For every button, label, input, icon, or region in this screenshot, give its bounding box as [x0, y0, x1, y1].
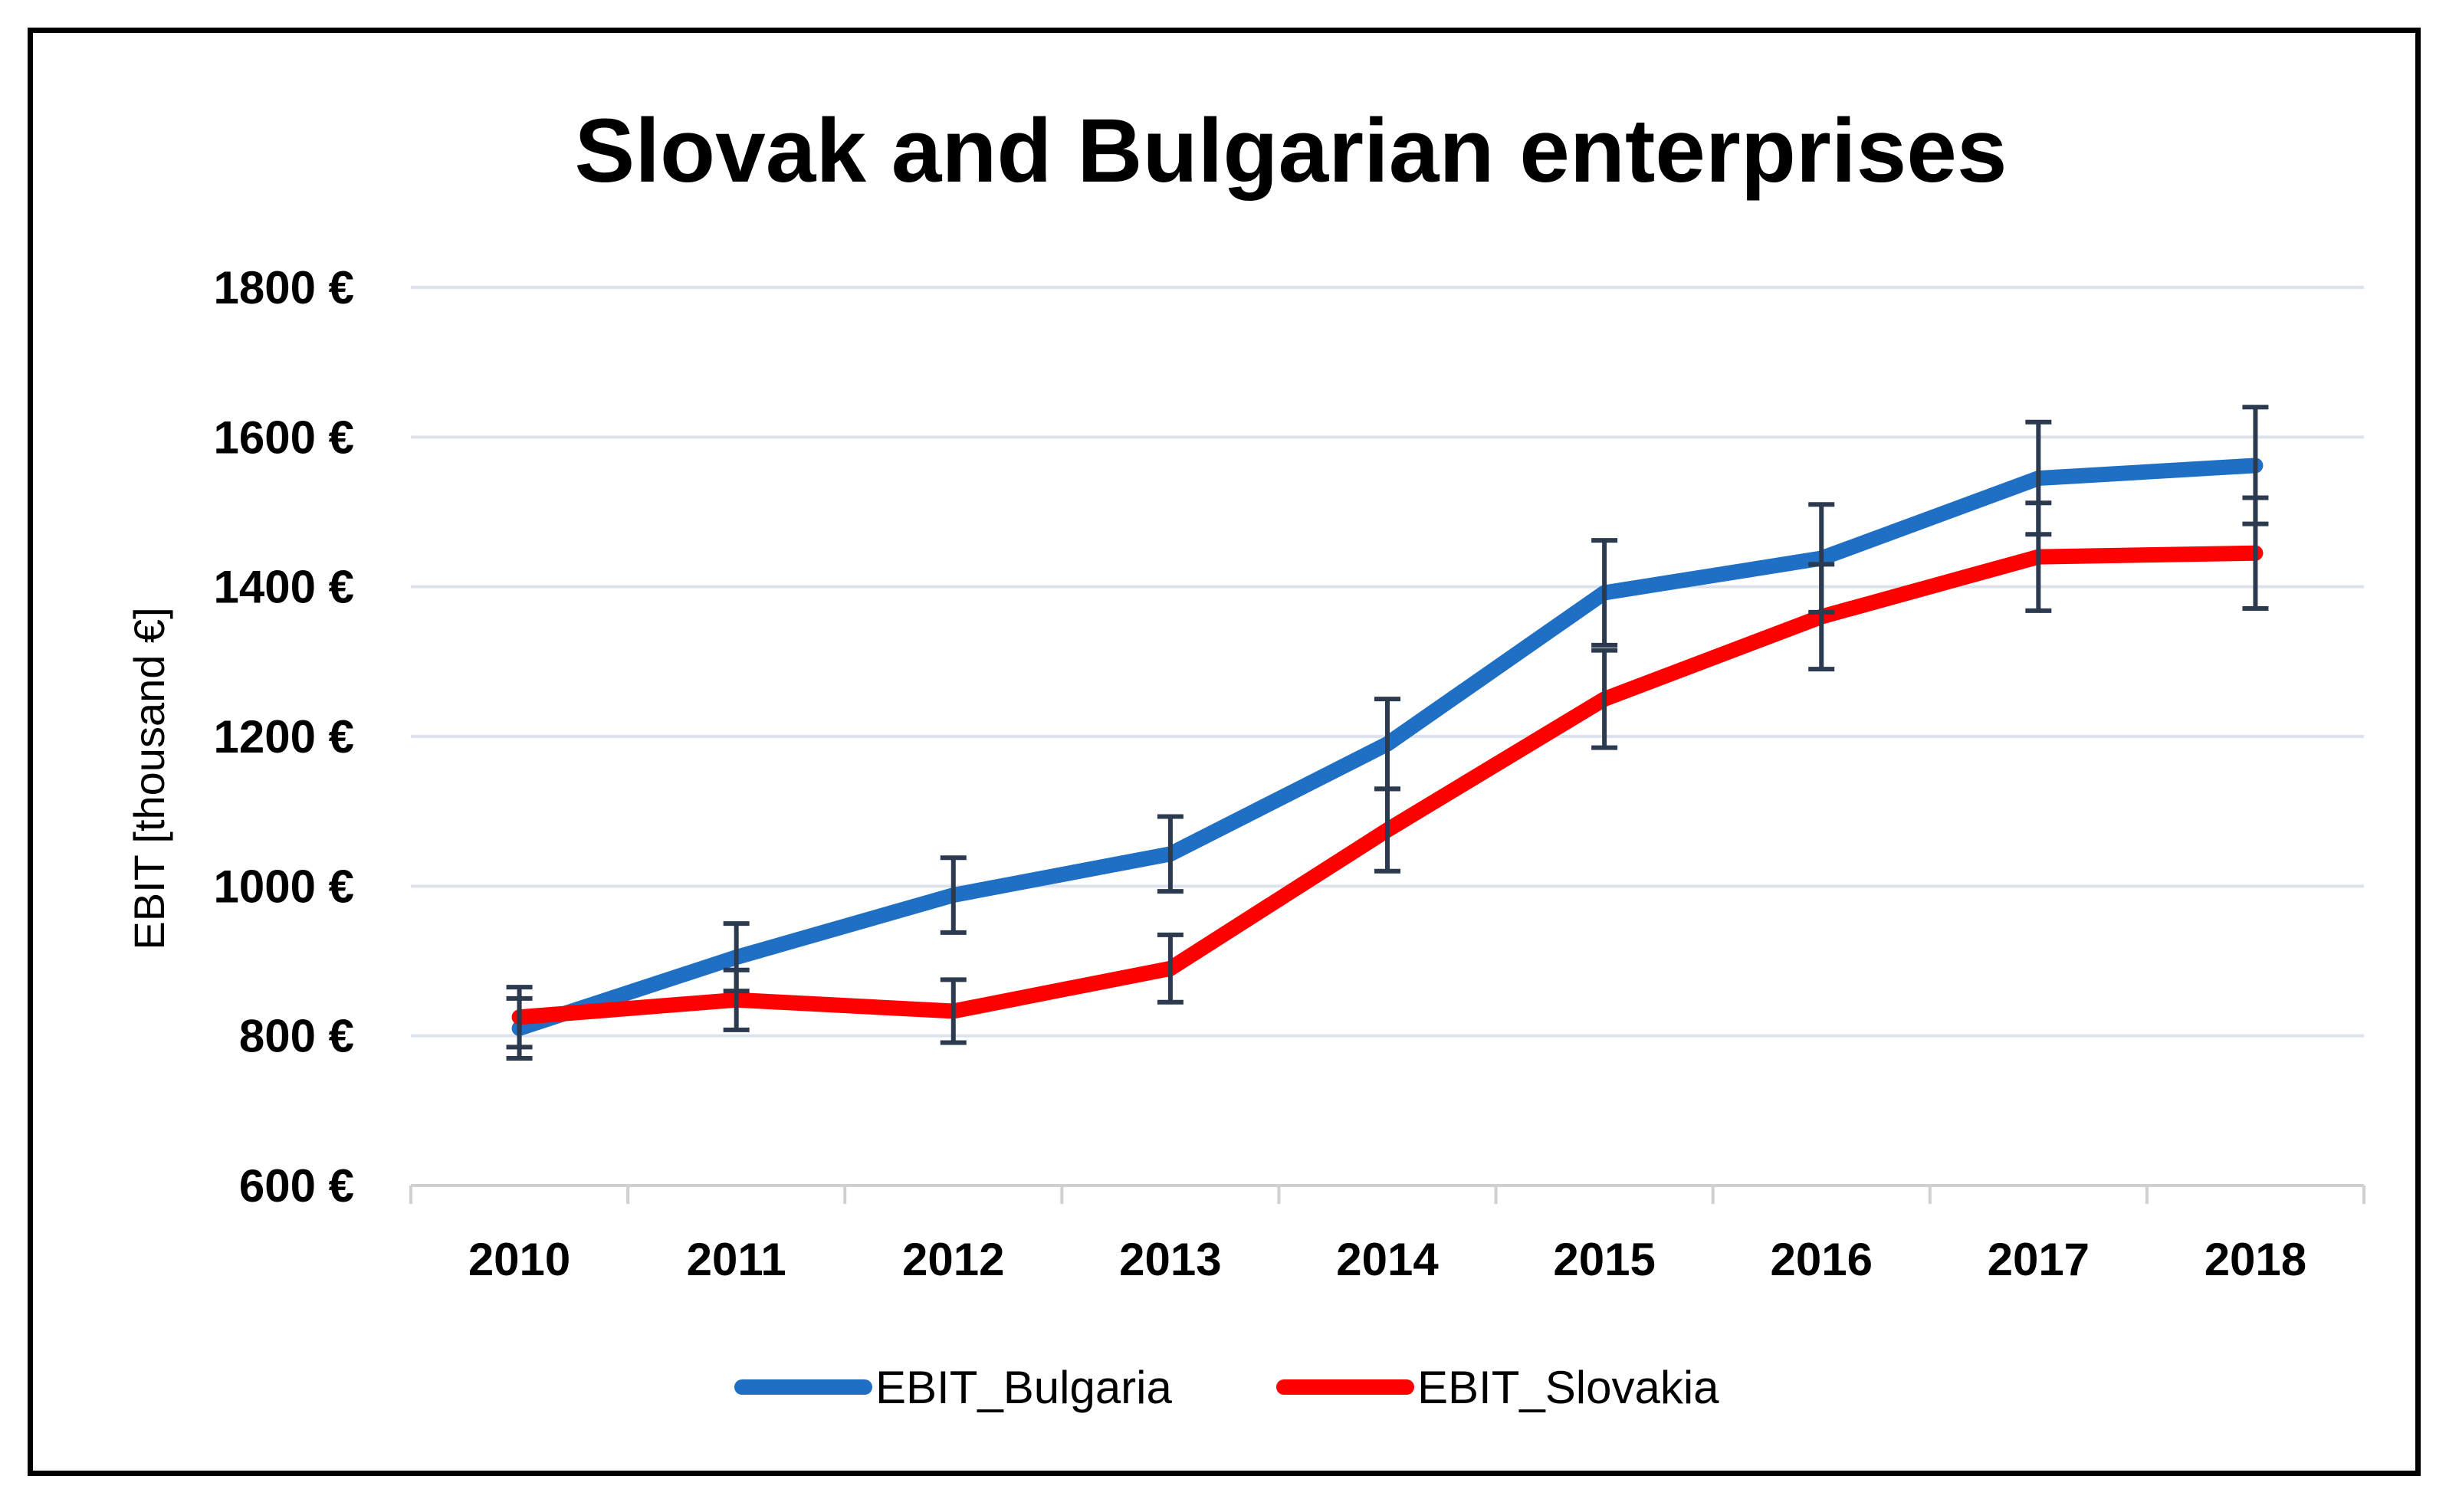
chart: Slovak and Bulgarian enterprises EBIT [t…	[0, 0, 2459, 1512]
y-axis-label: EBIT [thousand €]	[125, 607, 173, 950]
y-tick-label: 1400 €	[213, 562, 354, 613]
x-axis	[411, 1186, 2364, 1204]
y-tick-label: 600 €	[239, 1160, 354, 1212]
y-tick-label: 1000 €	[213, 861, 354, 912]
error-bars	[507, 407, 2269, 1058]
legend: EBIT_Bulgaria EBIT_Slovakia	[742, 1362, 1719, 1413]
x-tick-labels: 2010 2011 2012 2013 2014 2015 2016 2017 2018	[468, 1234, 2306, 1285]
legend-item-ebit-bulgaria: EBIT_Bulgaria	[742, 1362, 1172, 1413]
x-tick-label: 2018	[2205, 1234, 2306, 1285]
x-tick-label: 2010	[468, 1234, 570, 1285]
legend-item-ebit-slovakia: EBIT_Slovakia	[1284, 1362, 1719, 1413]
legend-label: EBIT_Slovakia	[1417, 1362, 1719, 1413]
x-tick-label: 2011	[687, 1234, 786, 1285]
x-tick-label: 2016	[1770, 1234, 1872, 1285]
x-tick-label: 2015	[1553, 1234, 1655, 1285]
y-tick-label: 1600 €	[213, 412, 354, 463]
x-tick-label: 2012	[902, 1234, 1004, 1285]
y-tick-label: 1800 €	[213, 262, 354, 313]
x-tick-label: 2017	[1988, 1234, 2090, 1285]
y-tick-label: 1200 €	[213, 711, 354, 763]
y-tick-labels: 600 € 800 € 1000 € 1200 € 1400 € 1600 € 1800 €	[213, 262, 354, 1212]
x-tick-label: 2013	[1119, 1234, 1221, 1285]
gridlines	[411, 287, 2364, 1036]
y-tick-label: 800 €	[239, 1011, 354, 1062]
x-tick-label: 2014	[1336, 1234, 1439, 1285]
chart-title: Slovak and Bulgarian enterprises	[575, 100, 2008, 202]
legend-label: EBIT_Bulgaria	[875, 1362, 1172, 1413]
